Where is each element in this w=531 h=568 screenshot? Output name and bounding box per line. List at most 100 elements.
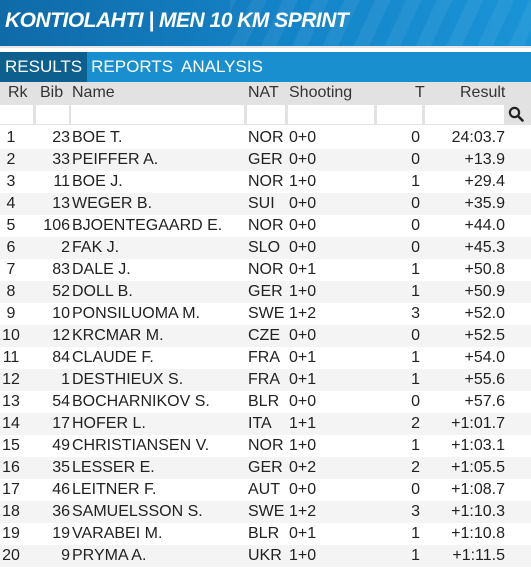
bib-cell: 13 — [52, 195, 70, 212]
table-row[interactable]: 9 10 PONSILUOMA M. SWE 1+2 3 +52.0 — [0, 303, 531, 325]
shooting-cell: 0+0 — [289, 195, 317, 212]
penalty-total-cell: 2 — [411, 415, 420, 432]
penalty-total-cell: 0 — [411, 151, 420, 168]
result-cell: +55.6 — [464, 371, 505, 388]
table-row[interactable]: 1 23 BOE T. NOR 0+0 0 24:03.7 — [0, 127, 531, 149]
bib-cell: 19 — [52, 525, 70, 542]
table-row[interactable]: 8 52 DOLL B. GER 1+0 1 +50.9 — [0, 281, 531, 303]
shooting-cell: 0+0 — [289, 151, 317, 168]
penalty-total-cell: 0 — [411, 195, 420, 212]
rank-cell: 8 — [6, 283, 16, 300]
shooting-cell: 0+0 — [289, 129, 317, 146]
rank-cell: 15 — [2, 437, 20, 454]
table-row[interactable]: 17 46 LEITNER F. AUT 0+0 0 +1:08.7 — [0, 479, 531, 501]
athlete-name-cell: HOFER L. — [72, 415, 146, 432]
rank-cell: 11 — [2, 349, 20, 366]
shooting-cell: 0+0 — [289, 481, 317, 498]
athlete-name-cell: FAK J. — [72, 239, 120, 256]
shooting-cell: 1+0 — [289, 437, 317, 454]
bib-cell: 52 — [52, 283, 70, 300]
athlete-name-cell: CHRISTIANSEN V. — [72, 437, 210, 454]
rank-cell: 3 — [6, 173, 16, 190]
table-row[interactable]: 18 36 SAMUELSSON S. SWE 1+2 3 +1:10.3 — [0, 501, 531, 523]
filter-row — [0, 103, 531, 127]
column-result-header[interactable]: Result — [460, 83, 506, 101]
shooting-cell: 0+0 — [289, 239, 317, 256]
filter-t[interactable] — [377, 105, 422, 124]
table-row[interactable]: 5 106 BJOENTEGAARD E. NOR 0+0 0 +44.0 — [0, 215, 531, 237]
table-row[interactable]: 14 17 HOFER L. ITA 1+1 2 +1:01.7 — [0, 413, 531, 435]
tab-reports[interactable]: REPORTS — [91, 57, 174, 76]
result-cell: +13.9 — [464, 151, 505, 168]
table-row[interactable]: 2 33 PEIFFER A. GER 0+0 0 +13.9 — [0, 149, 531, 171]
column-rank-header[interactable]: Rk — [8, 83, 28, 101]
athlete-name-cell: VARABEI M. — [72, 525, 163, 542]
rank-cell: 18 — [2, 503, 20, 520]
filter-nat[interactable] — [247, 105, 285, 124]
tab-bar: RESULTS REPORTS ANALYSIS — [0, 52, 531, 82]
column-nat-header[interactable]: NAT — [248, 83, 279, 101]
penalty-total-cell: 1 — [411, 283, 420, 300]
table-row[interactable]: 4 13 WEGER B. SUI 0+0 0 +35.9 — [0, 193, 531, 215]
penalty-total-cell: 3 — [411, 503, 420, 520]
rank-cell: 5 — [6, 217, 16, 234]
nation-cell: ITA — [248, 415, 272, 432]
table-row[interactable]: 15 49 CHRISTIANSEN V. NOR 1+0 1 +1:03.1 — [0, 435, 531, 457]
result-cell: +52.0 — [464, 305, 505, 322]
rank-cell: 6 — [6, 239, 16, 256]
tab-results[interactable]: RESULTS — [0, 52, 88, 82]
result-cell: +1:11.5 — [452, 547, 505, 564]
table-row[interactable]: 10 12 KRCMAR M. CZE 0+0 0 +52.5 — [0, 325, 531, 347]
athlete-name-cell: DOLL B. — [72, 283, 133, 300]
penalty-total-cell: 0 — [411, 239, 420, 256]
penalty-total-cell: 0 — [411, 327, 420, 344]
athlete-name-cell: PEIFFER A. — [72, 151, 159, 168]
athlete-name-cell: BJOENTEGAARD E. — [72, 217, 223, 234]
result-cell: +1:03.1 — [451, 437, 505, 454]
column-t-header[interactable]: T — [415, 83, 425, 101]
nation-cell: AUT — [248, 481, 280, 498]
search-icon[interactable] — [508, 106, 524, 122]
rank-cell: 20 — [2, 547, 20, 564]
filter-bib[interactable] — [36, 105, 69, 124]
table-row[interactable]: 20 9 PRYMA A. UKR 1+0 1 +1:11.5 — [0, 545, 531, 567]
table-row[interactable]: 6 2 FAK J. SLO 0+0 0 +45.3 — [0, 237, 531, 259]
table-row[interactable]: 19 19 VARABEI M. BLR 0+1 1 +1:10.8 — [0, 523, 531, 545]
penalty-total-cell: 0 — [411, 129, 420, 146]
bib-cell: 46 — [52, 481, 70, 498]
table-row[interactable]: 13 54 BOCHARNIKOV S. BLR 0+0 0 +57.6 — [0, 391, 531, 413]
athlete-name-cell: KRCMAR M. — [72, 327, 164, 344]
athlete-name-cell: LEITNER F. — [72, 481, 157, 498]
shooting-cell: 1+0 — [289, 547, 317, 564]
table-row[interactable]: 7 83 DALE J. NOR 0+1 1 +50.8 — [0, 259, 531, 281]
result-cell: +1:01.7 — [451, 415, 505, 432]
column-bib-header[interactable]: Bib — [40, 83, 64, 101]
result-cell: +54.0 — [464, 349, 505, 366]
bib-cell: 83 — [52, 261, 70, 278]
table-row[interactable]: 11 84 CLAUDE F. FRA 0+1 1 +54.0 — [0, 347, 531, 369]
rank-cell: 19 — [2, 525, 20, 542]
column-name-header[interactable]: Name — [72, 83, 115, 101]
result-cell: 24:03.7 — [451, 129, 505, 146]
filter-shooting[interactable] — [288, 105, 374, 124]
rank-cell: 9 — [6, 305, 16, 322]
nation-cell: UKR — [248, 547, 282, 564]
penalty-total-cell: 0 — [411, 217, 420, 234]
bib-cell: 84 — [52, 349, 70, 366]
filter-name[interactable] — [71, 105, 244, 124]
athlete-name-cell: PRYMA A. — [72, 547, 147, 564]
filter-result[interactable] — [425, 105, 504, 124]
table-row[interactable]: 3 11 BOE J. NOR 1+0 1 +29.4 — [0, 171, 531, 193]
column-shooting-header[interactable]: Shooting — [289, 83, 353, 101]
nation-cell: FRA — [248, 349, 280, 366]
event-banner: KONTIOLAHTI | MEN 10 KM SPRINT — [0, 0, 531, 48]
nation-cell: NOR — [248, 173, 284, 190]
tab-analysis[interactable]: ANALYSIS — [181, 57, 263, 76]
table-row[interactable]: 12 1 DESTHIEUX S. FRA 0+1 1 +55.6 — [0, 369, 531, 391]
bib-cell: 9 — [61, 547, 70, 564]
rank-cell: 16 — [2, 459, 20, 476]
table-row[interactable]: 16 35 LESSER E. GER 0+2 2 +1:05.5 — [0, 457, 531, 479]
bib-cell: 1 — [61, 371, 70, 388]
rank-cell: 17 — [2, 481, 20, 498]
filter-rank[interactable] — [0, 105, 33, 124]
